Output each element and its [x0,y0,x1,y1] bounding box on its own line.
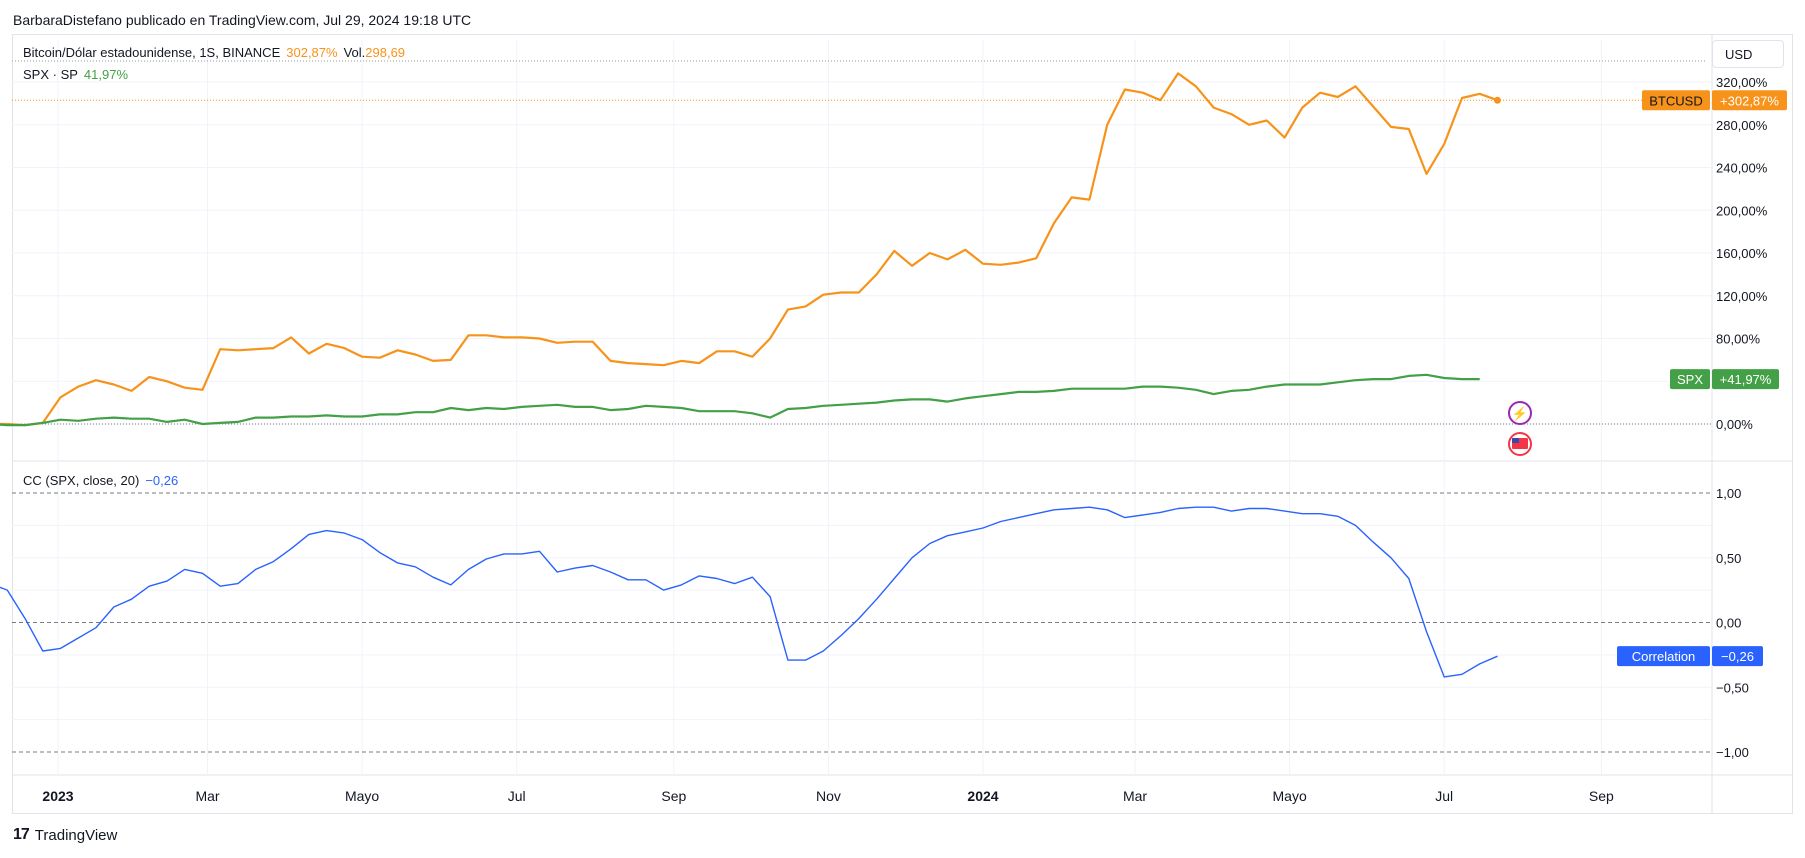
currency-button[interactable]: USD [1712,40,1784,68]
legend-compare: SPX · SP 41,97% [23,67,134,82]
x-tick-label: 2023 [42,788,73,804]
x-tick-label: Jul [508,788,526,804]
x-tick-label: Mayo [345,788,379,804]
correlation-value-badge-bg [1712,646,1763,667]
x-tick-label: 2024 [967,788,998,804]
correlation-label-badge-bg [1617,646,1710,667]
legend-main: Bitcoin/Dólar estadounidense, 1S, BINANC… [23,45,411,60]
spx-line [0,373,1480,427]
btc-label-badge-bg [1642,90,1710,111]
spx-label-badge-bg [1670,369,1710,390]
indicator-y-tick-label: 1,00 [1716,486,1741,501]
legend-vol-label: Vol. [343,45,366,60]
legend-main-value: 302,87% [286,45,338,60]
x-tick-label: Jul [1435,788,1453,804]
lightning-event-glyph: ⚡ [1512,406,1528,422]
spx-value-badge: +41,97% [1720,372,1772,387]
lightning-event-icon [1508,401,1532,425]
publisher-line: BarbaraDistefano publicado en TradingVie… [13,12,472,28]
indicator-y-tick-label: 0,50 [1716,551,1741,566]
indicator-y-tick-label: −1,00 [1716,745,1749,760]
y-tick-label: 0,00% [1716,417,1753,432]
y-tick-label: 200,00% [1716,203,1768,218]
x-tick-label: Nov [816,788,841,804]
x-tick-label: Sep [1589,788,1614,804]
correlation-label-badge: Correlation [1632,649,1696,664]
legend-vol-value: 298,69 [365,45,406,60]
spx-value-badge-bg [1712,369,1779,390]
us-flag-canton [1512,438,1519,443]
y-tick-label: 280,00% [1716,118,1768,133]
x-tick-label: Mar [195,788,219,804]
legend-indicator: CC (SPX, close, 20) −0,26 [23,473,184,488]
btc-value-badge: +302,87% [1720,93,1779,108]
legend-compare-value: 41,97% [83,67,129,82]
y-tick-label: 80,00% [1716,332,1761,347]
spx-label-badge: SPX [1677,372,1703,387]
correlation-line [0,506,1498,678]
legend-main-symbol: Bitcoin/Dólar estadounidense, 1S, BINANC… [23,45,281,60]
legend-compare-symbol: SPX · SP [23,67,78,82]
legend-indicator-name: CC (SPX, close, 20) [23,473,140,488]
tradingview-logo-icon: 17 [13,826,30,843]
tradingview-logo[interactable]: 17 TradingView [13,826,117,844]
x-tick-label: Sep [661,788,686,804]
legend-indicator-value: −0,26 [145,473,179,488]
btc-last-point [1493,96,1501,104]
y-tick-label: 120,00% [1716,289,1768,304]
btc-label-badge: BTCUSD [1649,93,1702,108]
x-tick-label: Mar [1123,788,1147,804]
correlation-value-badge: −0,26 [1721,649,1754,664]
y-tick-label: 240,00% [1716,161,1768,176]
btc-value-badge-bg [1712,90,1787,111]
tradingview-brand: TradingView [34,826,118,844]
y-tick-label: 160,00% [1716,246,1768,261]
y-tick-label: 320,00% [1716,75,1768,90]
indicator-y-tick-label: −0,50 [1716,680,1749,695]
btc-line [0,72,1498,427]
x-tick-label: Mayo [1273,788,1307,804]
indicator-y-tick-label: 0,00 [1716,616,1741,631]
